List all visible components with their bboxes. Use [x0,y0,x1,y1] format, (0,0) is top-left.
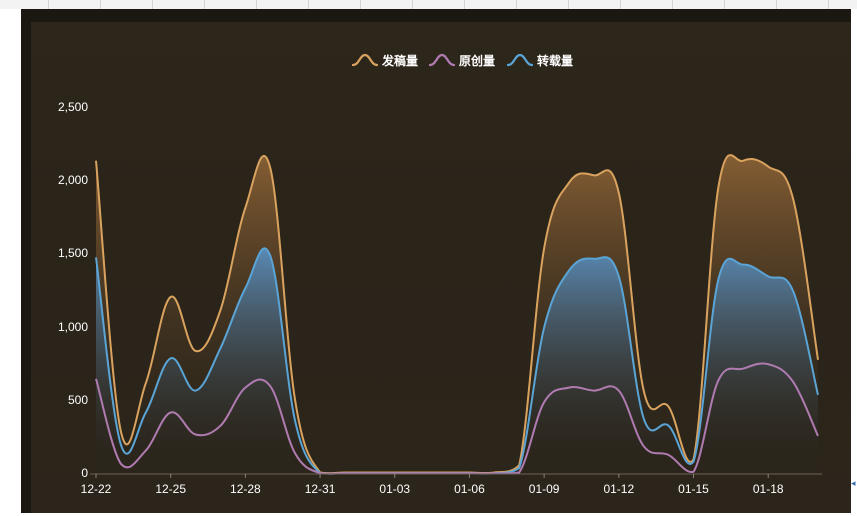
ruler-tick [360,0,361,9]
ruler-tick [256,0,257,9]
ruler-tick [672,0,673,9]
ruler-tick [620,0,621,9]
spreadsheet-scrollbar[interactable] [851,9,857,516]
ruler-tick [828,0,829,9]
ruler-tick [464,0,465,9]
spreadsheet-margin [0,9,21,516]
ruler-tick [152,0,153,9]
y-tick-label: 1,000 [57,319,88,334]
x-tick-label: 12-31 [304,482,336,496]
x-tick-label: 12-25 [155,482,187,496]
legend-item[interactable]: 原创量 [429,52,495,68]
area-2 [96,248,818,474]
x-tick-label: 01-03 [379,482,411,496]
y-tick-label: 0 [81,466,88,480]
legend-wave-icon [352,53,378,67]
legend-label: 原创量 [459,53,496,68]
x-tick-label: 12-28 [230,482,261,496]
y-tick-label: 2,500 [57,100,88,114]
ruler-tick [308,0,309,9]
y-tick-label: 1,500 [57,246,88,261]
x-tick-label: 01-12 [603,482,635,496]
x-tick-label: 01-15 [678,482,709,496]
y-tick-label: 2,000 [57,173,88,188]
legend-item[interactable]: 发稿量 [352,52,418,68]
legend-wave-icon [507,53,533,67]
legend-item[interactable]: 转载量 [507,52,573,68]
ruler-tick [724,0,725,9]
legend-wave-icon [429,53,455,67]
x-tick-label: 12-22 [80,482,112,496]
ruler-tick [48,0,49,9]
scroll-left-arrow-icon[interactable]: ◂ [851,478,856,488]
ruler-tick [100,0,101,9]
series-line-1[interactable] [95,362,819,475]
ruler-tick [412,0,413,9]
ruler-tick [776,0,777,9]
x-tick-label: 01-18 [752,482,784,496]
x-tick-label: 01-09 [528,482,560,496]
ruler-tick [204,0,205,9]
x-tick-label: 01-06 [454,482,485,496]
legend-label: 发稿量 [382,53,419,68]
ruler-tick [568,0,569,9]
ruler-tick [516,0,517,9]
y-tick-label: 500 [67,392,88,407]
legend-label: 转载量 [537,53,574,68]
